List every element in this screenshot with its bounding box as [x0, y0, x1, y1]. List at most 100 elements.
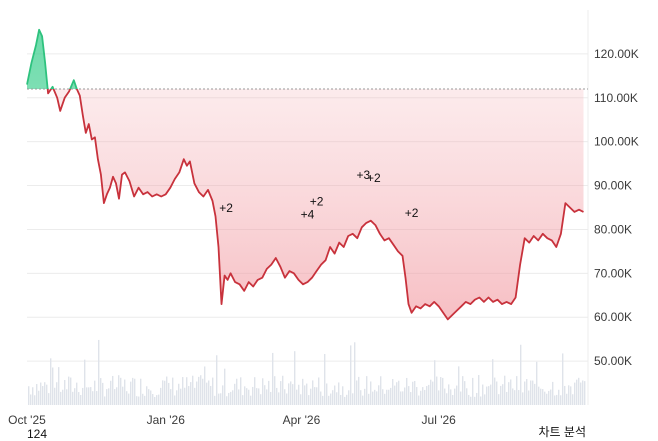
volume-bar: [288, 383, 290, 405]
volume-bar: [200, 375, 202, 405]
volume-bar: [444, 388, 446, 405]
volume-bar: [196, 381, 198, 405]
volume-bar: [50, 358, 52, 405]
volume-bar: [58, 367, 60, 405]
volume-bar: [170, 389, 172, 405]
volume-bar: [416, 387, 418, 405]
volume-bar: [84, 359, 86, 405]
volume-bar: [224, 368, 226, 405]
volume-bar: [332, 390, 334, 405]
volume-bar: [458, 366, 460, 405]
volume-bar: [158, 394, 160, 405]
volume-bar: [462, 376, 464, 405]
volume-bar: [504, 375, 506, 405]
volume-bar: [198, 376, 200, 405]
volume-bar: [246, 388, 248, 405]
y-tick-label: 120.00K: [594, 47, 639, 61]
volume-bar: [420, 390, 422, 405]
y-tick-label: 110.00K: [594, 91, 638, 105]
volume-bar: [376, 391, 378, 405]
volume-bar: [360, 390, 362, 405]
volume-bar: [64, 379, 66, 405]
volume-bar: [330, 393, 332, 405]
volume-bar: [256, 388, 258, 405]
volume-bar: [502, 384, 504, 405]
volume-bars: [28, 339, 586, 405]
volume-bar: [370, 381, 372, 405]
volume-bar: [280, 381, 282, 405]
volume-bar: [506, 391, 508, 405]
volume-bar: [452, 394, 454, 405]
volume-bar: [338, 382, 340, 405]
volume-bar: [334, 385, 336, 405]
volume-bar: [236, 378, 238, 405]
y-axis-labels: 120.00K 110.00K 100.00K 90.00K 80.00K 70.00K 6…: [594, 47, 639, 368]
volume-bar: [124, 379, 126, 405]
volume-bar: [578, 377, 580, 405]
volume-bar: [542, 389, 544, 405]
volume-bar: [278, 392, 280, 405]
volume-bar: [268, 380, 270, 405]
y-tick-label: 60.00K: [594, 310, 632, 324]
volume-bar: [538, 386, 540, 405]
volume-bar: [54, 387, 56, 405]
volume-bar: [346, 394, 348, 405]
volume-bar: [194, 387, 196, 405]
volume-bar: [90, 387, 92, 405]
volume-bar: [174, 395, 176, 405]
volume-bar: [72, 391, 74, 405]
volume-bar: [532, 380, 534, 405]
volume-bar: [394, 385, 396, 405]
volume-bar: [36, 384, 38, 405]
volume-bar: [524, 381, 526, 405]
volume-bar: [326, 383, 328, 405]
volume-bar: [534, 383, 536, 405]
volume-bar: [110, 380, 112, 405]
volume-bar: [492, 359, 494, 405]
volume-bar: [428, 384, 430, 405]
volume-bar: [248, 389, 250, 405]
volume-bar: [122, 386, 124, 405]
volume-bar: [368, 393, 370, 405]
event-marker-label: +2: [367, 171, 381, 185]
volume-bar: [86, 387, 88, 405]
volume-bar: [292, 384, 294, 405]
volume-bar: [216, 355, 218, 405]
volume-bar: [108, 388, 110, 405]
volume-bar: [410, 392, 412, 405]
volume-bar: [474, 396, 476, 405]
volume-bar: [250, 395, 252, 405]
volume-bar: [500, 385, 502, 405]
volume-bar: [254, 377, 256, 405]
volume-bar: [184, 387, 186, 405]
volume-bar: [496, 381, 498, 405]
volume-bar: [556, 394, 558, 405]
volume-bar: [296, 389, 298, 405]
volume-bar: [166, 376, 168, 405]
volume-bar: [448, 384, 450, 405]
volume-bar: [32, 387, 34, 405]
volume-bar: [68, 376, 70, 405]
volume-bar: [38, 390, 40, 405]
volume-bar: [232, 390, 234, 405]
volume-bar: [546, 393, 548, 405]
event-marker-label: +2: [219, 201, 233, 215]
volume-bar: [118, 375, 120, 405]
volume-bar: [62, 389, 64, 405]
volume-bar: [552, 381, 554, 405]
volume-bar: [348, 390, 350, 405]
volume-bar: [402, 391, 404, 405]
volume-bar: [328, 395, 330, 405]
chart-analysis-link[interactable]: 차트 분석: [538, 425, 587, 439]
volume-bar: [434, 360, 436, 405]
volume-bar: [344, 396, 346, 405]
volume-bar: [282, 375, 284, 405]
volume-bar: [300, 394, 302, 405]
volume-bar: [226, 396, 228, 405]
volume-bar: [356, 380, 358, 405]
volume-bar: [424, 389, 426, 405]
volume-bar: [270, 391, 272, 405]
volume-bar: [178, 383, 180, 405]
volume-bar: [494, 377, 496, 405]
volume-bar: [294, 351, 296, 405]
